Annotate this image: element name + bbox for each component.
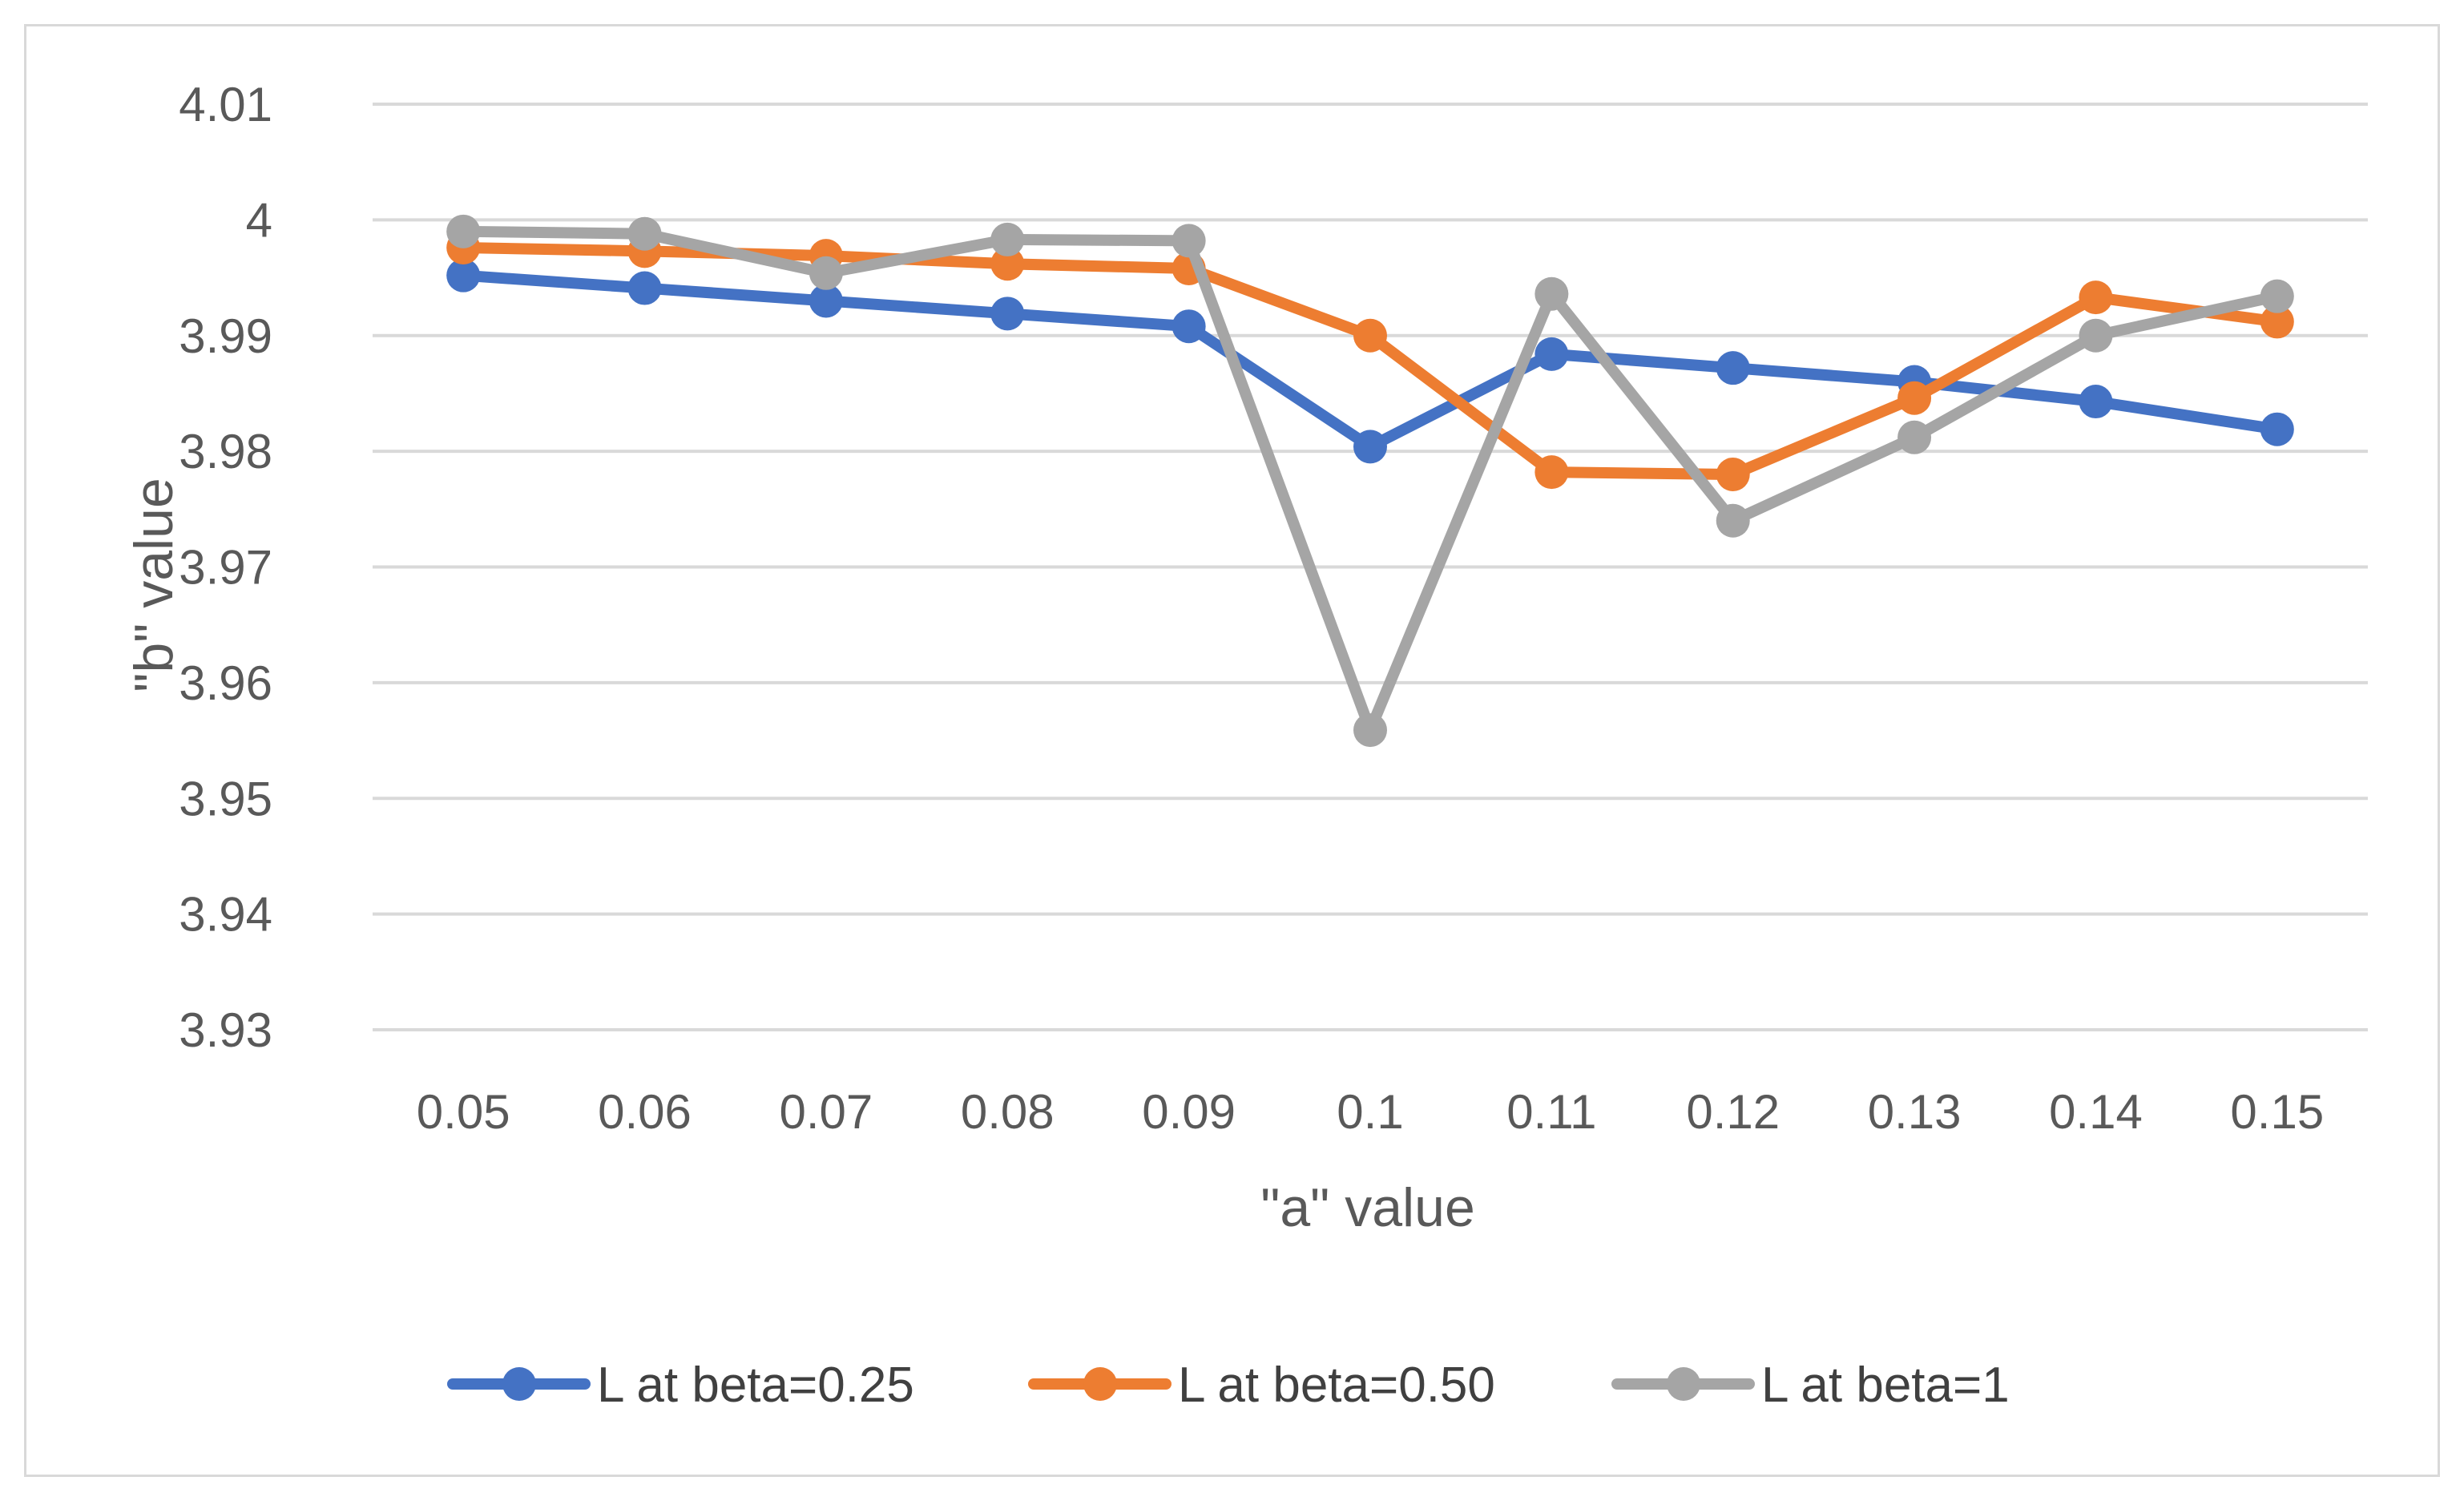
legend-swatch-marker — [1083, 1367, 1117, 1401]
data-point — [1172, 309, 1206, 344]
y-tick-label: 3.97 — [179, 541, 272, 595]
legend-item-3: L at beta=1 — [1611, 1358, 2010, 1413]
y-tick-label: 4.01 — [179, 78, 272, 131]
data-point — [1716, 351, 1750, 385]
x-tick-label: 0.08 — [961, 1085, 1055, 1139]
data-point — [1353, 318, 1387, 353]
series-group — [446, 214, 2294, 748]
y-tick-label: 3.96 — [179, 656, 272, 710]
data-point — [2260, 412, 2294, 446]
series-line — [458, 269, 2283, 453]
x-tick-label: 0.14 — [2049, 1085, 2143, 1139]
y-tick-label: 3.93 — [179, 1003, 272, 1057]
legend-item-1: L at beta=0.25 — [447, 1358, 914, 1413]
data-point — [1353, 430, 1387, 464]
y-tick-label: 3.99 — [179, 309, 272, 363]
data-point — [1353, 713, 1387, 748]
y-axis-title: "b" value — [123, 478, 184, 692]
data-point — [1534, 337, 1569, 371]
data-point — [809, 256, 843, 290]
series-1 — [446, 258, 2294, 464]
data-point — [1897, 420, 1932, 454]
data-point — [1716, 458, 1750, 491]
x-tick-label: 0.07 — [780, 1085, 873, 1139]
legend-label: L at beta=0.50 — [1178, 1358, 1495, 1413]
series-line — [458, 225, 2283, 736]
legend-item-2: L at beta=0.50 — [1028, 1358, 1495, 1413]
legend-label: L at beta=0.25 — [597, 1358, 914, 1413]
x-tick-label: 0.1 — [1337, 1085, 1403, 1139]
data-point — [1172, 224, 1206, 258]
x-tick-label: 0.12 — [1686, 1085, 1780, 1139]
legend-label: L at beta=1 — [1761, 1358, 2010, 1413]
y-tick-label: 3.95 — [179, 772, 272, 825]
data-point — [1534, 276, 1569, 311]
legend-swatch-marker — [502, 1367, 536, 1401]
chart-frame — [24, 24, 2440, 1477]
y-axis-tick-labels: 3.93 3.94 3.95 3.96 3.97 3.98 3.99 4 4.01 — [179, 78, 272, 1057]
series-3 — [446, 214, 2294, 748]
data-point — [1897, 381, 1932, 415]
x-tick-label: 0.09 — [1142, 1085, 1236, 1139]
data-point — [2260, 279, 2294, 313]
data-point — [2079, 385, 2113, 419]
x-axis-tick-labels: 0.05 0.06 0.07 0.08 0.09 0.1 0.11 0.12 0.13 0.14 0… — [417, 1085, 2324, 1139]
x-tick-label: 0.05 — [417, 1085, 510, 1139]
data-point — [446, 258, 481, 293]
x-tick-label: 0.06 — [598, 1085, 692, 1139]
data-point — [2079, 280, 2113, 315]
data-point — [1534, 455, 1569, 490]
data-point — [990, 247, 1025, 281]
data-point — [627, 216, 662, 251]
data-point — [809, 284, 843, 318]
legend: L at beta=0.25 L at beta=0.50 L at beta=1 — [447, 1358, 2010, 1413]
x-axis-title: "a" value — [1260, 1177, 1475, 1238]
y-tick-label: 3.94 — [179, 888, 272, 942]
x-tick-label: 0.15 — [2230, 1085, 2324, 1139]
data-point — [627, 271, 662, 305]
x-tick-label: 0.11 — [1506, 1085, 1596, 1139]
data-point — [2079, 318, 2113, 353]
y-tick-label: 4 — [246, 193, 272, 247]
data-point — [1716, 503, 1750, 538]
data-point — [990, 297, 1025, 331]
data-point — [446, 214, 481, 248]
x-tick-label: 0.13 — [1868, 1085, 1962, 1139]
y-tick-label: 3.98 — [179, 425, 272, 478]
data-point — [990, 222, 1025, 256]
legend-swatch-marker — [1667, 1367, 1700, 1401]
data-point — [2260, 305, 2294, 339]
